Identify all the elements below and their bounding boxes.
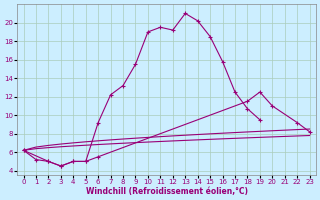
X-axis label: Windchill (Refroidissement éolien,°C): Windchill (Refroidissement éolien,°C)	[85, 187, 248, 196]
